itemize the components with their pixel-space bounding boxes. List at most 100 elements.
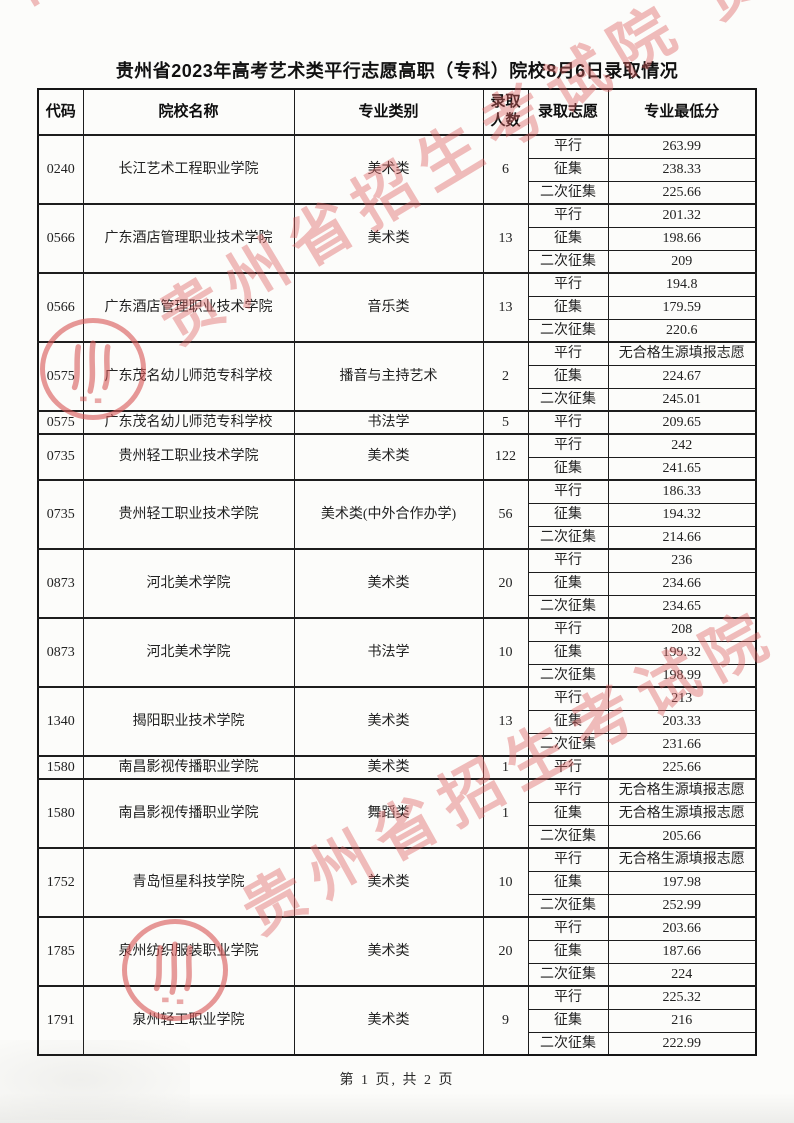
cell-major-category: 美术类 <box>293 134 484 205</box>
cell-min-score: 224.67 <box>607 364 757 389</box>
cell-min-score: 无合格生源填报志愿 <box>607 801 757 826</box>
cell-admission-batch: 平行 <box>527 433 609 458</box>
table-row: 0575 广东茂名幼儿师范专科学校 播音与主持艺术 2 平行 无合格生源填报志愿 <box>37 341 757 412</box>
cell-min-score: 252.99 <box>607 893 757 918</box>
cell-major-category: 播音与主持艺术 <box>293 341 484 412</box>
table-row: 1785 泉州纺织服装职业学院 美术类 20 平行 203.66 <box>37 916 757 987</box>
cell-admission-count: 1 <box>482 755 529 780</box>
table-row: 征集 194.32 <box>38 502 757 527</box>
cell-admission-batch: 二次征集 <box>527 180 609 205</box>
cell-major-category: 音乐类 <box>293 272 484 343</box>
cell-admission-batch: 征集 <box>527 157 609 182</box>
cell-admission-batch: 平行 <box>527 134 609 159</box>
table-row: 二次征集 224 <box>38 962 757 987</box>
cell-min-score: 194.8 <box>607 272 757 297</box>
page-title: 贵州省2023年高考艺术类平行志愿高职（专科）院校8月6日录取情况 <box>115 61 679 81</box>
cell-admission-batch: 平行 <box>527 341 609 366</box>
cell-min-score: 无合格生源填报志愿 <box>607 778 757 803</box>
cell-admission-batch: 征集 <box>527 939 609 964</box>
cell-major-category: 美术类 <box>293 985 484 1056</box>
admission-table: 代码 院校名称 专业类别 录取人数 录取志愿 专业最低分 0240 长江艺术工程职… <box>37 88 757 1056</box>
cell-admission-count: 10 <box>482 847 529 918</box>
table-row: 1752 青岛恒星科技学院 美术类 10 平行 无合格生源填报志愿 <box>37 847 757 918</box>
cell-school-name: 泉州轻工职业学院 <box>82 985 295 1056</box>
cell-admission-count: 56 <box>482 479 529 550</box>
table-row: 二次征集 222.99 <box>38 1031 757 1056</box>
cell-admission-batch: 二次征集 <box>527 387 609 412</box>
header-school-name: 院校名称 <box>82 88 295 136</box>
cell-admission-batch: 平行 <box>527 479 609 504</box>
cell-min-score: 209.65 <box>607 410 757 435</box>
cell-admission-batch: 平行 <box>527 272 609 297</box>
cell-school-name: 长江艺术工程职业学院 <box>82 134 295 205</box>
cell-school-name: 青岛恒星科技学院 <box>82 847 295 918</box>
cell-min-score: 234.65 <box>607 594 757 619</box>
cell-admission-batch: 二次征集 <box>527 594 609 619</box>
watermark-corner-fragment: 院 <box>0 0 100 16</box>
cell-code: 0240 <box>37 134 84 205</box>
cell-code: 0873 <box>37 548 84 619</box>
cell-school-name: 南昌影视传播职业学院 <box>82 755 295 780</box>
cell-admission-batch: 征集 <box>527 640 609 665</box>
cell-code: 0566 <box>37 203 84 274</box>
cell-admission-batch: 征集 <box>527 226 609 251</box>
cell-min-score: 225.32 <box>607 985 757 1010</box>
cell-major-category: 舞蹈类 <box>293 778 484 849</box>
cell-admission-batch: 平行 <box>527 410 609 435</box>
table-row: 0735 贵州轻工职业技术学院 美术类(中外合作办学) 56 平行 186.33 <box>37 479 757 550</box>
cell-code: 0735 <box>37 479 84 550</box>
cell-admission-batch: 平行 <box>527 847 609 872</box>
cell-min-score: 224 <box>607 962 757 987</box>
cell-admission-batch: 二次征集 <box>527 1031 609 1056</box>
cell-admission-count: 13 <box>482 272 529 343</box>
header-admission-count: 录取人数 <box>482 88 529 136</box>
cell-min-score: 241.65 <box>607 456 757 481</box>
cell-min-score: 216 <box>607 1008 757 1033</box>
cell-school-name: 广东酒店管理职业技术学院 <box>82 272 295 343</box>
cell-min-score: 197.98 <box>607 870 757 895</box>
cell-admission-batch: 平行 <box>527 985 609 1010</box>
cell-admission-count: 20 <box>482 916 529 987</box>
cell-admission-batch: 征集 <box>527 870 609 895</box>
cell-min-score: 242 <box>607 433 757 458</box>
cell-school-name: 贵州轻工职业技术学院 <box>82 433 295 481</box>
table-row: 征集 197.98 <box>38 870 757 895</box>
table-row: 征集 199.32 <box>38 640 757 665</box>
table-row: 1791 泉州轻工职业学院 美术类 9 平行 225.32 <box>37 985 757 1056</box>
table-row: 1580 南昌影视传播职业学院 美术类 1 平行 225.66 <box>37 755 757 780</box>
table-row: 1580 南昌影视传播职业学院 舞蹈类 1 平行 无合格生源填报志愿 <box>37 778 757 849</box>
table-row: 0566 广东酒店管理职业技术学院 音乐类 13 平行 194.8 <box>37 272 757 343</box>
cell-min-score: 205.66 <box>607 824 757 849</box>
cell-major-category: 美术类(中外合作办学) <box>293 479 484 550</box>
cell-admission-count: 13 <box>482 203 529 274</box>
cell-min-score: 179.59 <box>607 295 757 320</box>
cell-major-category: 书法学 <box>293 617 484 688</box>
cell-code: 1340 <box>37 686 84 757</box>
cell-admission-batch: 平行 <box>527 548 609 573</box>
cell-school-name: 泉州纺织服装职业学院 <box>82 916 295 987</box>
cell-admission-batch: 平行 <box>527 686 609 711</box>
cell-school-name: 河北美术学院 <box>82 548 295 619</box>
cell-admission-batch: 征集 <box>527 364 609 389</box>
cell-min-score: 199.32 <box>607 640 757 665</box>
cell-code: 1791 <box>37 985 84 1056</box>
table-row: 征集 187.66 <box>38 939 757 964</box>
cell-min-score: 231.66 <box>607 732 757 757</box>
table-row: 0566 广东酒店管理职业技术学院 美术类 13 平行 201.32 <box>37 203 757 274</box>
table-row: 征集 224.67 <box>38 364 757 389</box>
table-row: 征集 203.33 <box>38 709 757 734</box>
cell-min-score: 225.66 <box>607 755 757 780</box>
cell-min-score: 213 <box>607 686 757 711</box>
cell-admission-batch: 二次征集 <box>527 824 609 849</box>
cell-school-name: 贵州轻工职业技术学院 <box>82 479 295 550</box>
table-row: 征集 234.66 <box>38 571 757 596</box>
table-row: 征集 238.33 <box>38 157 757 182</box>
cell-code: 0566 <box>37 272 84 343</box>
paper-shading-bottom <box>0 1093 794 1123</box>
cell-min-score: 263.99 <box>607 134 757 159</box>
cell-code: 0575 <box>37 410 84 435</box>
cell-admission-count: 13 <box>482 686 529 757</box>
cell-admission-batch: 征集 <box>527 1008 609 1033</box>
cell-school-name: 揭阳职业技术学院 <box>82 686 295 757</box>
table-row: 二次征集 198.99 <box>38 663 757 688</box>
